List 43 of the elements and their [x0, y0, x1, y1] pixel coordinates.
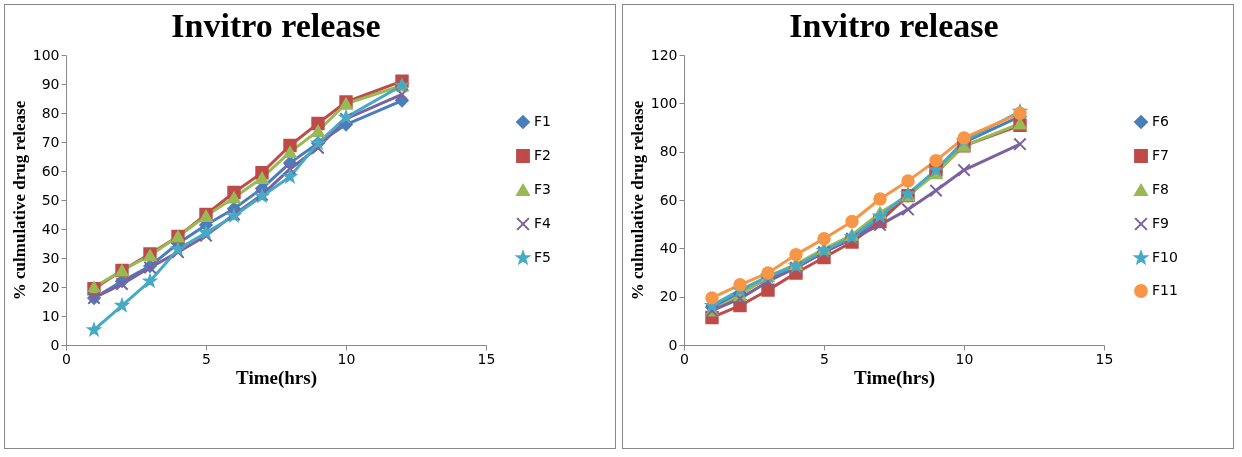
x-tick-label: 5: [202, 350, 211, 367]
y-tick-label: 100: [32, 46, 60, 63]
legend-label: F3: [534, 181, 551, 197]
y-tick-label: 50: [41, 191, 60, 208]
x-tick-label: 5: [820, 350, 829, 367]
y-tick-label: 0: [668, 336, 678, 353]
y-axis-title: % culmulative drug release: [627, 100, 647, 301]
chart-title: Invitro release: [171, 7, 381, 44]
legend-label: F6: [1152, 113, 1170, 129]
x-tick-label: 10: [337, 350, 356, 367]
y-tick-label: 40: [659, 239, 678, 256]
x-tick-label: 0: [62, 350, 71, 367]
y-tick-label: 20: [41, 278, 60, 295]
y-tick-label: 20: [659, 288, 678, 305]
y-tick-label: 80: [659, 143, 678, 160]
y-tick-label: 60: [659, 191, 678, 208]
legend-label: F2: [534, 147, 551, 163]
y-tick-label: 90: [41, 75, 60, 92]
x-axis-title: Time(hrs): [854, 366, 935, 389]
y-tick-label: 0: [50, 336, 60, 353]
y-tick-label: 40: [41, 220, 60, 237]
x-tick-label: 10: [955, 350, 974, 367]
chart-title: Invitro release: [789, 7, 999, 44]
legend-label: F4: [534, 215, 552, 231]
legend-label: F8: [1152, 181, 1169, 197]
y-tick-label: 10: [41, 307, 60, 324]
y-tick-label: 120: [650, 46, 678, 63]
legend-label: F5: [534, 249, 551, 265]
legend-label: F11: [1152, 282, 1178, 298]
x-tick-label: 15: [477, 350, 496, 367]
x-tick-label: 0: [680, 350, 689, 367]
x-tick-label: 15: [1095, 350, 1114, 367]
y-tick-label: 100: [650, 94, 678, 111]
y-tick-label: 30: [41, 249, 60, 266]
y-tick-label: 60: [41, 162, 60, 179]
x-axis-title: Time(hrs): [236, 366, 317, 389]
legend-label: F1: [534, 113, 551, 129]
legend-label: F9: [1152, 215, 1169, 231]
y-tick-label: 80: [41, 104, 60, 121]
legend-label: F7: [1152, 147, 1169, 163]
y-tick-label: 70: [41, 133, 60, 150]
y-axis-title: % culmulative drug release: [9, 100, 29, 301]
legend-label: F10: [1152, 249, 1178, 265]
